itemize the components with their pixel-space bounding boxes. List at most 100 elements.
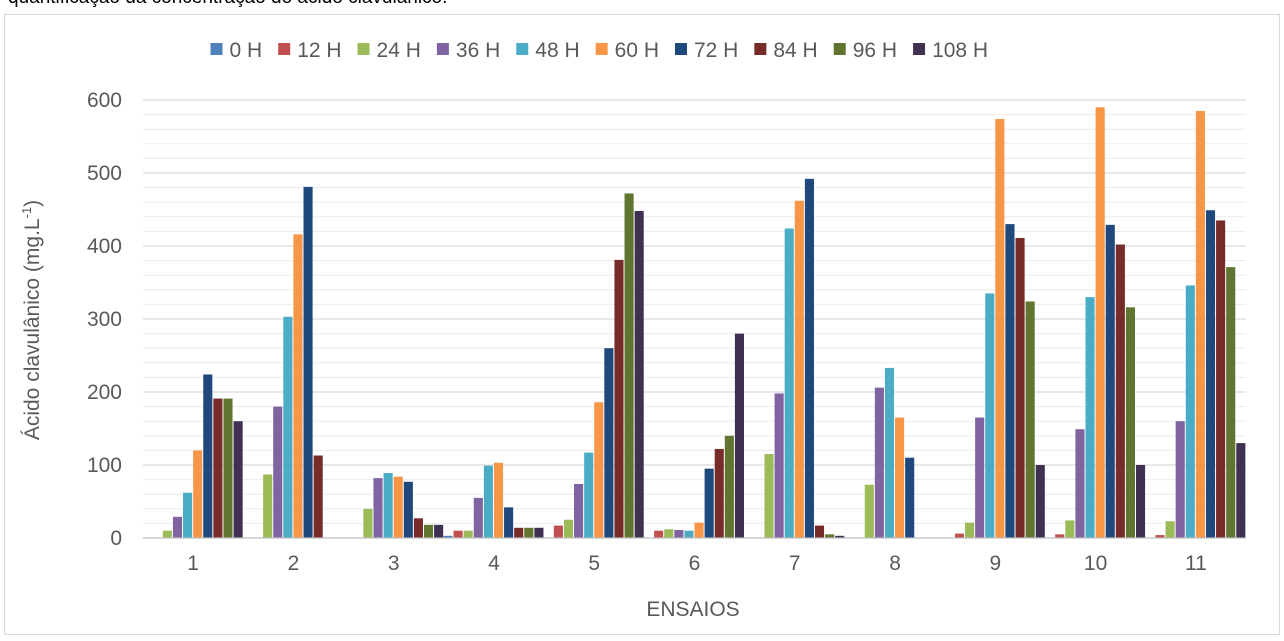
bar xyxy=(674,529,684,538)
bar xyxy=(1035,465,1045,538)
bar xyxy=(413,518,423,538)
bar xyxy=(574,483,584,538)
bar xyxy=(1185,285,1195,538)
legend-swatch xyxy=(913,43,926,55)
legend: 0 H 12 H 24 H 36 H 48 H 60 H 72 H 84 H 96 H 108 H xyxy=(210,39,988,62)
bar xyxy=(183,492,193,538)
bar xyxy=(624,193,634,538)
bar xyxy=(172,516,183,538)
bar xyxy=(363,508,373,538)
bar xyxy=(1175,421,1185,538)
legend-label: 108 H xyxy=(932,39,988,62)
chart-frame xyxy=(4,14,1280,635)
bar xyxy=(664,529,674,538)
bar xyxy=(162,530,172,538)
bar xyxy=(1005,224,1015,538)
bar xyxy=(734,333,744,538)
x-tick-label: 4 xyxy=(488,552,500,575)
bar xyxy=(383,473,393,538)
y-axis-label-end: ) xyxy=(21,200,44,207)
gridlines xyxy=(143,99,1246,524)
bar xyxy=(895,417,905,538)
bar xyxy=(804,178,814,538)
y-axis-label-main: Ácido clavulânico (mg.L xyxy=(21,218,44,440)
x-tick-label: 3 xyxy=(388,552,400,575)
legend-swatch xyxy=(357,43,370,55)
bar xyxy=(504,507,514,538)
bar xyxy=(694,522,704,538)
bar xyxy=(1226,267,1236,538)
bar xyxy=(463,530,473,538)
legend-swatch xyxy=(674,43,687,55)
x-tick-label: 5 xyxy=(588,552,600,575)
bar xyxy=(193,450,203,538)
bar xyxy=(373,478,383,538)
x-tick-label: 7 xyxy=(789,552,801,575)
bar xyxy=(874,387,884,538)
bar xyxy=(403,481,413,538)
bar xyxy=(443,535,453,538)
bar xyxy=(233,421,243,538)
bar xyxy=(1155,535,1165,538)
bar xyxy=(1216,220,1226,538)
bar xyxy=(1025,301,1035,538)
bar xyxy=(263,474,273,538)
bar xyxy=(534,527,544,538)
bar xyxy=(313,455,323,538)
legend-label: 0 H xyxy=(230,39,263,62)
bar xyxy=(1165,521,1175,538)
bar xyxy=(1205,210,1216,539)
bar xyxy=(1075,429,1085,538)
bar xyxy=(223,398,233,538)
bar xyxy=(1125,307,1135,538)
bar xyxy=(814,525,825,538)
bar xyxy=(1065,520,1075,538)
legend-label: 24 H xyxy=(377,39,421,62)
legend-label: 36 H xyxy=(456,39,500,62)
bar-series xyxy=(162,107,1246,539)
bar xyxy=(483,465,493,538)
legend-swatch xyxy=(210,43,223,55)
bar xyxy=(1095,107,1105,539)
bar xyxy=(1195,110,1205,538)
bar xyxy=(634,210,644,538)
x-tick-label: 10 xyxy=(1084,552,1107,575)
bar xyxy=(1236,443,1246,538)
legend-label: 96 H xyxy=(853,39,897,62)
bar xyxy=(1135,465,1146,538)
bar xyxy=(604,348,614,538)
bar xyxy=(273,406,283,538)
bar xyxy=(724,435,734,538)
legend-swatch xyxy=(833,43,846,55)
bar xyxy=(764,454,774,538)
bar xyxy=(213,398,223,538)
bar xyxy=(293,234,303,538)
bar xyxy=(473,497,483,538)
bar xyxy=(684,530,694,538)
x-tick-label: 9 xyxy=(989,552,1001,575)
bar xyxy=(825,534,835,538)
bar xyxy=(553,525,563,538)
y-tick-label: 600 xyxy=(87,89,122,112)
bar xyxy=(995,118,1005,538)
bar xyxy=(835,535,845,538)
legend-label: 72 H xyxy=(694,39,738,62)
bar xyxy=(453,530,463,538)
bar xyxy=(563,519,574,538)
legend-swatch xyxy=(436,43,449,55)
legend-swatch xyxy=(516,43,529,55)
x-tick-label: 1 xyxy=(187,552,199,575)
legend-swatch xyxy=(754,43,767,55)
x-tick-label: 8 xyxy=(889,552,901,575)
bar xyxy=(975,417,985,538)
bar xyxy=(654,530,664,538)
bar xyxy=(584,452,594,538)
legend-swatch xyxy=(278,43,291,55)
bar xyxy=(1105,224,1115,538)
bar xyxy=(714,448,724,538)
bar xyxy=(303,186,313,538)
x-axis-label: ENSAIOS xyxy=(646,598,739,621)
legend-label: 48 H xyxy=(535,39,579,62)
bar xyxy=(1115,244,1125,539)
bar xyxy=(434,524,444,538)
